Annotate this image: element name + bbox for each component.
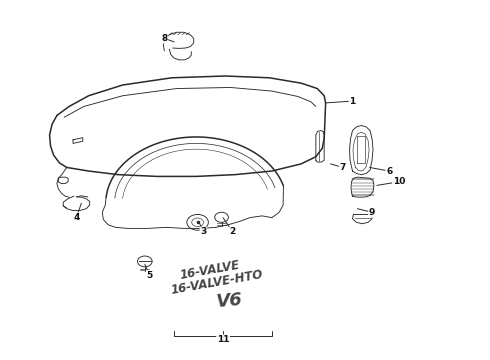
Text: 3: 3 <box>200 228 207 237</box>
Text: 1: 1 <box>349 96 356 105</box>
Text: 2: 2 <box>230 228 236 237</box>
Text: 16-VALVE-HTO: 16-VALVE-HTO <box>169 267 264 297</box>
Text: 5: 5 <box>147 270 153 279</box>
Text: 6: 6 <box>386 167 392 176</box>
Text: 16-VALVE: 16-VALVE <box>179 259 241 282</box>
Text: 8: 8 <box>161 34 168 43</box>
Text: V6: V6 <box>216 291 244 311</box>
Text: 11: 11 <box>217 335 229 344</box>
Text: 4: 4 <box>73 213 79 222</box>
Text: 9: 9 <box>369 208 375 217</box>
Text: 7: 7 <box>340 163 346 172</box>
Text: 10: 10 <box>392 177 405 186</box>
